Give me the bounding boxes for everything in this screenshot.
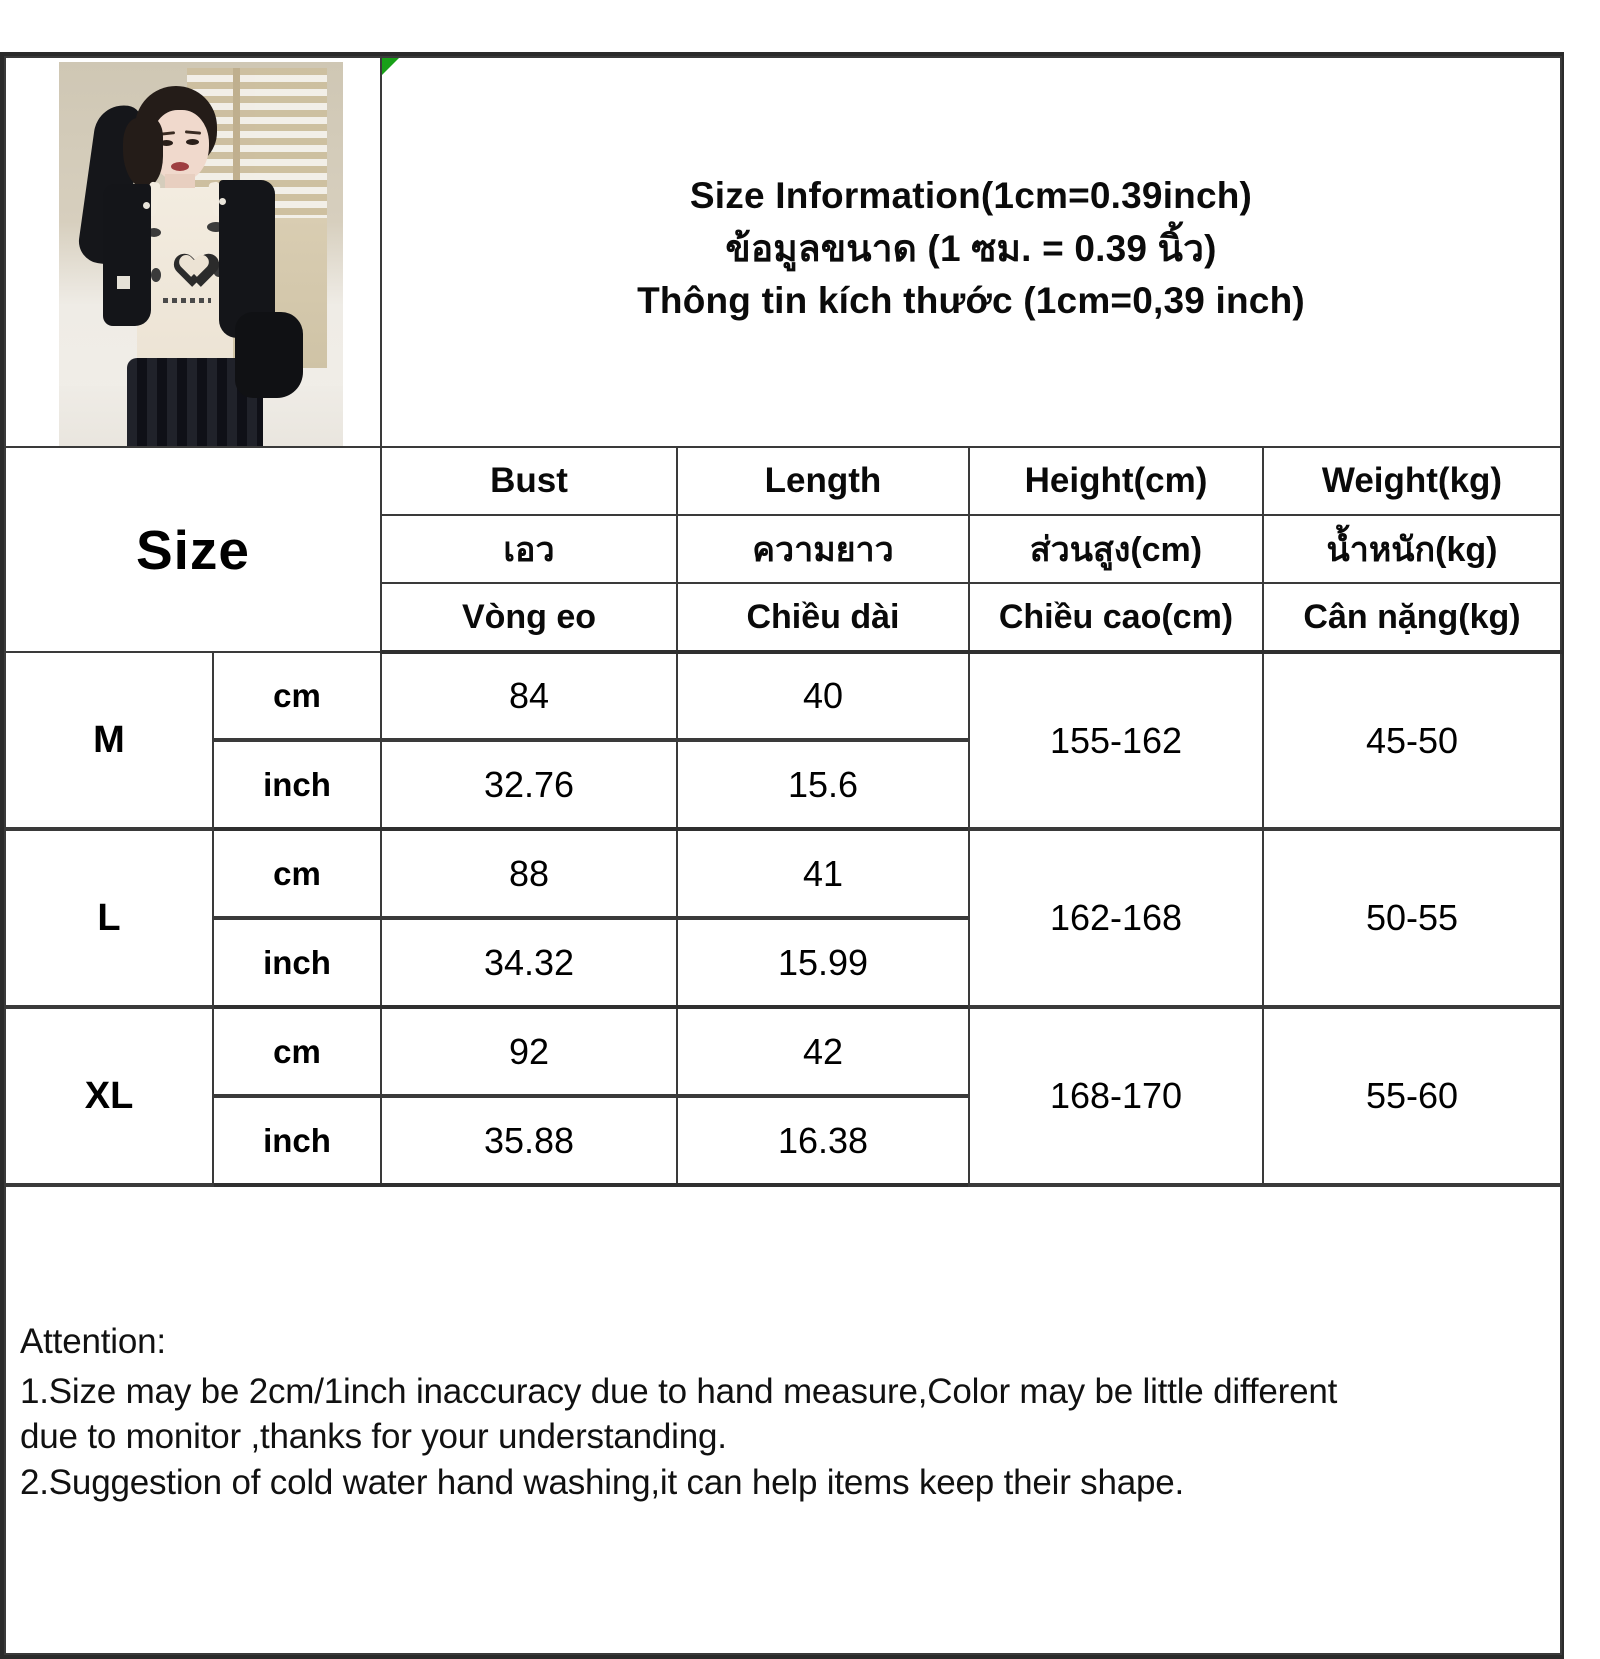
column-header-length-th: ความยาว bbox=[676, 514, 970, 584]
model-eye-right bbox=[186, 139, 199, 145]
bust-inch-l: 34.32 bbox=[380, 917, 678, 1009]
size-label-xl: XL bbox=[4, 1006, 214, 1187]
table-row: M cm 84 40 155-162 45-50 bbox=[4, 651, 1563, 831]
cardigan-button-left bbox=[143, 202, 150, 209]
product-photo bbox=[59, 62, 343, 446]
cardigan-label-tag bbox=[117, 276, 130, 289]
weight-range-m: 45-50 bbox=[1261, 651, 1563, 831]
column-header-height-vi: Chiều cao(cm) bbox=[968, 582, 1264, 654]
bust-inch-m: 32.76 bbox=[380, 739, 678, 831]
green-flag-icon bbox=[382, 58, 399, 75]
print-splat-4 bbox=[213, 262, 224, 277]
cardigan-right-panel bbox=[219, 180, 275, 338]
title-line-english: Size Information(1cm=0.39inch) bbox=[689, 175, 1253, 217]
table-row: XL cm 92 42 168-170 55-60 bbox=[4, 1006, 1563, 1187]
column-header-weight-th: น้ำหนัก(kg) bbox=[1261, 514, 1563, 584]
column-header-height-en: Height(cm) bbox=[968, 446, 1264, 516]
length-cm-l: 41 bbox=[676, 828, 970, 920]
size-chart-table: Size Information(1cm=0.39inch) ข้อมูลขนา… bbox=[3, 56, 1563, 1655]
column-header-weight-en: Weight(kg) bbox=[1261, 446, 1563, 516]
print-text-line bbox=[163, 298, 211, 303]
length-cm-xl: 42 bbox=[676, 1006, 970, 1098]
column-header-length-en: Length bbox=[676, 446, 970, 516]
height-range-m: 155-162 bbox=[968, 651, 1264, 831]
bust-inch-xl: 35.88 bbox=[380, 1095, 678, 1187]
model-hair-side bbox=[123, 118, 163, 188]
model-lips bbox=[171, 162, 189, 171]
unit-label-cm-xl: cm bbox=[212, 1006, 382, 1098]
unit-label-cm-l: cm bbox=[212, 828, 382, 920]
unit-label-inch-l: inch bbox=[212, 917, 382, 1009]
unit-label-inch-xl: inch bbox=[212, 1095, 382, 1187]
column-header-row-english: Size Bust Length Height(cm) Weight(kg) bbox=[4, 446, 1563, 653]
header-band-row: Size Information(1cm=0.39inch) ข้อมูลขนา… bbox=[4, 56, 1563, 448]
table-row: inch 34.32 15.99 bbox=[5, 917, 1561, 1009]
bust-cm-xl: 92 bbox=[380, 1006, 678, 1098]
weight-range-xl: 55-60 bbox=[1261, 1006, 1563, 1187]
column-header-row-vietnamese: Vòng eo Chiều dài Chiều cao(cm) Cân nặng… bbox=[5, 582, 1563, 654]
title-line-vietnamese: Thông tin kích thước (1cm=0,39 inch) bbox=[637, 280, 1305, 322]
attention-note-1-line-1: 1.Size may be 2cm/1inch inaccuracy due t… bbox=[20, 1371, 1338, 1411]
shoulder-bag bbox=[235, 312, 303, 398]
black-pleated-skirt bbox=[127, 358, 263, 446]
print-splat-2 bbox=[207, 222, 225, 232]
size-label-l: L bbox=[4, 828, 214, 1009]
column-header-length-vi: Chiều dài bbox=[676, 582, 970, 654]
table-row: L cm 88 41 162-168 50-55 bbox=[4, 828, 1563, 1009]
length-inch-xl: 16.38 bbox=[676, 1095, 970, 1187]
column-header-row-thai: เอว ความยาว ส่วนสูง(cm) น้ำหนัก(kg) bbox=[5, 514, 1563, 584]
print-splat-1 bbox=[147, 228, 161, 237]
weight-range-l: 50-55 bbox=[1261, 828, 1563, 1009]
column-header-height-th: ส่วนสูง(cm) bbox=[968, 514, 1264, 584]
model-eye-left bbox=[160, 140, 173, 146]
bust-cm-m: 84 bbox=[380, 651, 678, 742]
height-range-l: 162-168 bbox=[968, 828, 1264, 1009]
heart-graphic-print bbox=[167, 240, 207, 276]
attention-note-2: 2.Suggestion of cold water hand washing,… bbox=[20, 1462, 1185, 1502]
title-line-thai: ข้อมูลขนาด (1 ซม. = 0.39 นิ้ว) bbox=[725, 227, 1217, 269]
footer-row: Attention: 1.Size may be 2cm/1inch inacc… bbox=[3, 1184, 1563, 1655]
column-header-bust-vi: Vòng eo bbox=[380, 582, 678, 654]
size-column-header: Size bbox=[4, 446, 382, 653]
size-label-m: M bbox=[4, 651, 214, 831]
column-header-bust-en: Bust bbox=[380, 446, 678, 516]
table-row: inch 35.88 16.38 bbox=[5, 1095, 1561, 1187]
column-header-bust-th: เอว bbox=[380, 514, 678, 584]
unit-label-cm-m: cm bbox=[212, 651, 382, 742]
title-cell: Size Information(1cm=0.39inch) ข้อมูลขนา… bbox=[379, 56, 1563, 448]
print-splat-3 bbox=[151, 268, 161, 282]
attention-note-1-line-2: due to monitor ,thanks for your understa… bbox=[20, 1417, 727, 1456]
bust-cm-l: 88 bbox=[380, 828, 678, 920]
table-row: inch 32.76 15.6 bbox=[5, 739, 1561, 831]
unit-label-inch-m: inch bbox=[212, 739, 382, 831]
cardigan-button-right bbox=[219, 198, 226, 205]
size-chart-sheet: Size Information(1cm=0.39inch) ข้อมูลขนา… bbox=[0, 52, 1564, 1659]
attention-heading: Attention: bbox=[20, 1322, 166, 1361]
length-inch-l: 15.99 bbox=[676, 917, 970, 1009]
heart-graphic-inner bbox=[174, 246, 200, 270]
attention-notes-cell: Attention: 1.Size may be 2cm/1inch inacc… bbox=[3, 1184, 1563, 1655]
height-range-xl: 168-170 bbox=[968, 1006, 1264, 1187]
column-header-weight-vi: Cân nặng(kg) bbox=[1261, 582, 1563, 654]
length-cm-m: 40 bbox=[676, 651, 970, 742]
length-inch-m: 15.6 bbox=[676, 739, 970, 831]
product-photo-cell bbox=[4, 56, 382, 448]
